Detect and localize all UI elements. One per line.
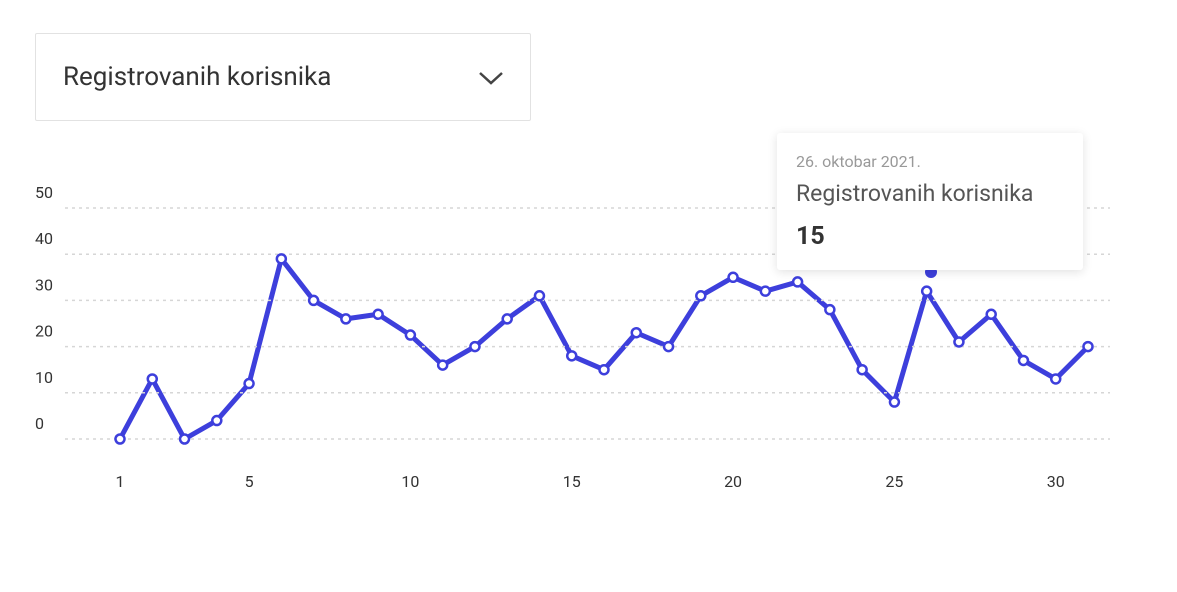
point: [340, 313, 352, 325]
tooltip-value: 15: [796, 222, 825, 251]
point: [307, 294, 320, 307]
point: [146, 373, 159, 385]
point: [404, 329, 417, 341]
point: [727, 271, 739, 284]
point: [501, 313, 513, 325]
point: [824, 303, 836, 316]
point: [856, 363, 868, 376]
point: [372, 308, 384, 321]
x-tick-label: 15: [563, 472, 581, 491]
point: [469, 340, 481, 353]
y-tick-label: 0: [35, 414, 44, 433]
point: [114, 433, 126, 445]
chevron: [479, 72, 503, 85]
x-tick-label: 5: [245, 472, 254, 491]
x-tick-label: 20: [724, 472, 742, 491]
x-tick-label: 1: [116, 472, 125, 491]
x-tick-label: 25: [885, 472, 903, 491]
point: [662, 340, 675, 353]
line: [117, 256, 1090, 442]
point: [211, 414, 223, 427]
point: [630, 326, 643, 339]
y-tick-label: 10: [35, 368, 53, 387]
point: [985, 308, 997, 321]
point: [565, 350, 578, 362]
point: [436, 359, 449, 371]
point: [178, 433, 191, 445]
point: [695, 290, 707, 302]
point: [759, 285, 772, 297]
point: [598, 363, 610, 376]
tooltip-date: 26. oktobar 2021.: [796, 152, 921, 171]
point: [1017, 354, 1030, 367]
point: [1049, 373, 1062, 385]
x-tick-label: 10: [401, 472, 419, 491]
point: [243, 377, 255, 390]
tooltip: 26. oktobar 2021. Registrovanih korisnik…: [777, 133, 1083, 270]
point: [888, 396, 901, 408]
point: [275, 253, 288, 265]
y-tick-label: 40: [35, 229, 53, 248]
y-tick-label: 30: [35, 275, 53, 294]
point: [953, 336, 965, 348]
x-tick-label: 30: [1047, 472, 1065, 491]
y-tick-label: 20: [35, 322, 53, 341]
point: [920, 285, 933, 297]
y-tick-label: 50: [35, 183, 53, 202]
metric-dropdown[interactable]: Registrovanih korisnika: [35, 33, 531, 121]
dropdown-label: Registrovanih korisnika: [63, 62, 332, 92]
tooltip-label: Registrovanih korisnika: [796, 180, 1034, 207]
point: [1082, 340, 1094, 353]
point: [791, 276, 804, 288]
point: [533, 290, 546, 302]
